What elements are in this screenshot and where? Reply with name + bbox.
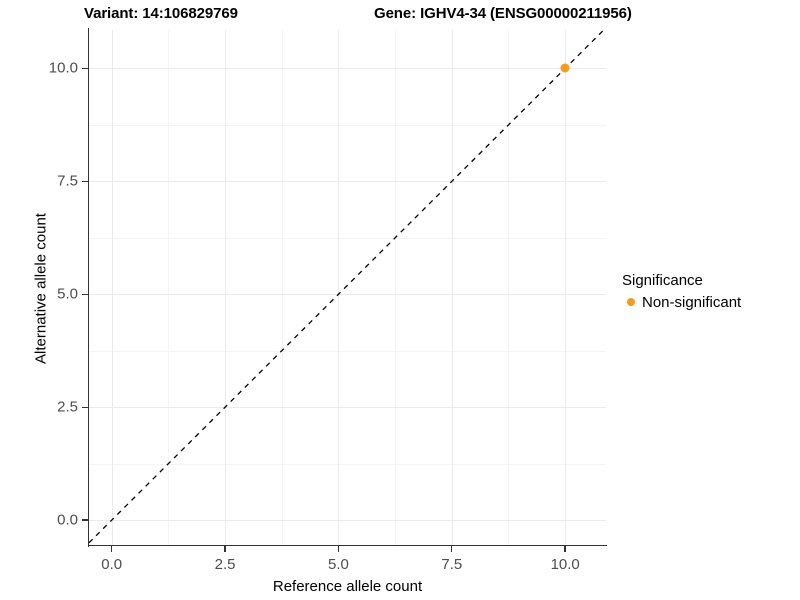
y-axis-tick [82, 180, 88, 183]
gene-title: Gene: IGHV4-34 (ENSG00000211956) [374, 5, 632, 22]
legend-items: Non-significant [622, 292, 741, 312]
gridline-horizontal [89, 350, 606, 352]
legend: Significance Non-significant [622, 272, 741, 312]
gridline-vertical [451, 30, 453, 545]
variant-title: Variant: 14:106829769 [84, 5, 238, 22]
x-axis-tick [224, 546, 226, 552]
y-axis-tick-label: 0.0 [57, 511, 78, 529]
x-axis-tick [451, 546, 453, 552]
x-axis-tick-label: 5.0 [327, 556, 349, 573]
x-axis-tick-label: 0.0 [101, 556, 123, 573]
gridline-vertical [338, 30, 340, 545]
gridline-vertical [508, 30, 510, 545]
x-axis-tick [337, 546, 340, 552]
gridline-vertical [281, 30, 283, 545]
data-point[interactable] [560, 63, 570, 73]
gridline-vertical [111, 30, 113, 545]
x-axis-line [88, 545, 607, 547]
y-axis-tick [82, 293, 88, 295]
x-axis-tick [110, 546, 113, 552]
identity-reference-line [89, 30, 605, 544]
legend-item-label: Non-significant [642, 293, 742, 311]
y-axis-tick [82, 406, 88, 408]
legend-key [622, 294, 639, 311]
gridline-horizontal [89, 181, 606, 183]
legend-item[interactable]: Non-significant [622, 292, 741, 312]
y-axis-line [88, 28, 90, 547]
gridline-horizontal [89, 237, 606, 239]
gridline-horizontal [89, 294, 606, 296]
x-axis-tick-label: 10.0 [550, 556, 580, 573]
x-axis-tick-label: 2.5 [214, 556, 236, 573]
y-axis-tick-label: 7.5 [57, 172, 78, 190]
chart-title-bar: Variant: 14:106829769 Gene: IGHV4-34 (EN… [0, 0, 800, 28]
gridline-horizontal [89, 463, 606, 465]
gridline-vertical [225, 30, 227, 545]
y-axis-label: Alternative allele count [32, 213, 50, 364]
y-axis-tick [82, 67, 88, 70]
y-axis-tick-label: 2.5 [57, 398, 78, 416]
x-axis-tick-label: 7.5 [441, 556, 463, 573]
y-axis-tick [82, 519, 88, 521]
y-axis-tick-label: 5.0 [57, 285, 78, 303]
x-axis-tick [564, 546, 566, 552]
gridline-vertical [395, 30, 397, 545]
y-axis-tick-label: 10.0 [48, 59, 78, 77]
gridline-vertical [168, 30, 170, 545]
legend-dot-icon [626, 298, 635, 306]
gridline-horizontal [89, 520, 606, 522]
legend-title: Significance [622, 272, 703, 289]
gridline-horizontal [89, 407, 606, 409]
gridline-vertical [565, 30, 567, 545]
gridline-horizontal [89, 68, 606, 70]
plot-panel [89, 30, 606, 545]
x-axis-label: Reference allele count [272, 578, 423, 595]
gridline-horizontal [89, 124, 606, 126]
